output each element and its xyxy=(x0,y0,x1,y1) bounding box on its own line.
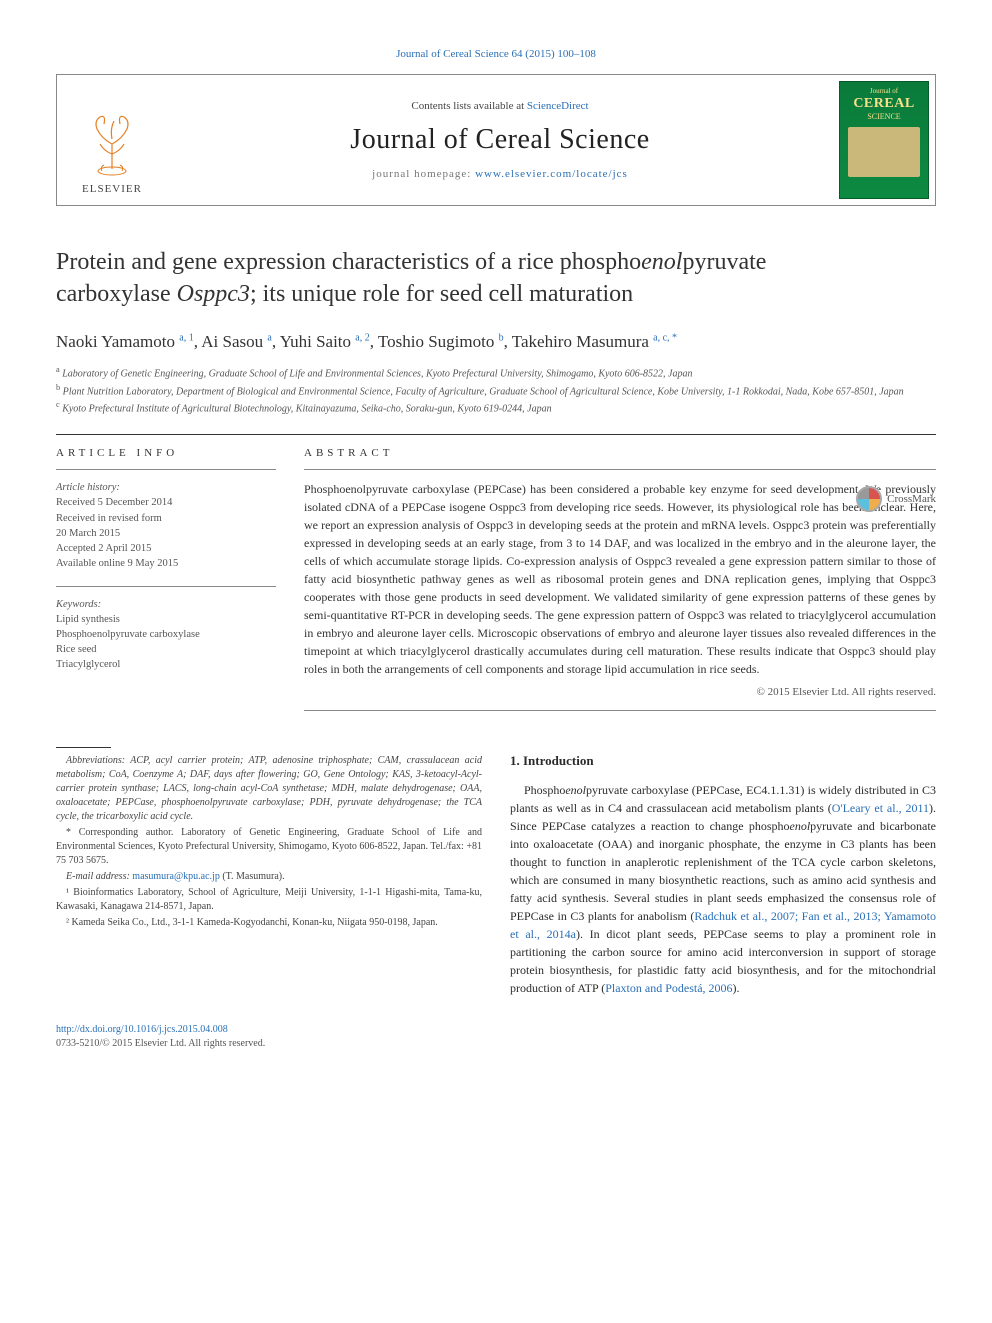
affiliation: b Plant Nutrition Laboratory, Department… xyxy=(56,382,936,399)
article-history: Article history: Received 5 December 201… xyxy=(56,480,276,571)
author: , Ai Sasou a xyxy=(194,332,272,351)
separator xyxy=(56,469,276,470)
corresponding-author-footnote: * Corresponding author. Laboratory of Ge… xyxy=(56,826,482,868)
author-footnote-2: ² Kameda Seika Co., Ltd., 3-1-1 Kameda-K… xyxy=(56,916,482,930)
crossmark-badge[interactable]: CrossMark xyxy=(856,486,936,512)
issn-line: 0733-5210/© 2015 Elsevier Ltd. All right… xyxy=(56,1038,265,1049)
affiliation: a Laboratory of Genetic Engineering, Gra… xyxy=(56,364,936,381)
doi-block: http://dx.doi.org/10.1016/j.jcs.2015.04.… xyxy=(56,1023,936,1051)
author: , Yuhi Saito a, 2 xyxy=(272,332,370,351)
sciencedirect-link[interactable]: ScienceDirect xyxy=(527,100,589,112)
affiliations: a Laboratory of Genetic Engineering, Gra… xyxy=(56,364,936,416)
section-heading-intro: 1. Introduction xyxy=(510,751,936,771)
abstract-text: Phosphoenolpyruvate carboxylase (PEPCase… xyxy=(304,480,936,678)
separator xyxy=(56,586,276,587)
email-footnote: E-mail address: masumura@kpu.ac.jp (T. M… xyxy=(56,870,482,884)
journal-name: Journal of Cereal Science xyxy=(167,124,833,156)
separator xyxy=(304,469,936,470)
article-info-heading: ARTICLE INFO xyxy=(56,447,276,459)
intro-paragraph: Phosphoenolpyruvate carboxylase (PEPCase… xyxy=(510,781,936,997)
author: , Toshio Sugimoto b xyxy=(370,332,504,351)
citation-link[interactable]: O'Leary et al., 2011 xyxy=(832,801,929,815)
elsevier-logo: ELSEVIER xyxy=(57,75,167,205)
keywords-label: Keywords: xyxy=(56,597,276,612)
crossmark-icon xyxy=(856,486,882,512)
author-list: Naoki Yamamoto a, 1, Ai Sasou a, Yuhi Sa… xyxy=(56,329,936,355)
citation-link[interactable]: Plaxton and Podestá, 2006 xyxy=(605,981,732,995)
homepage-link[interactable]: www.elsevier.com/locate/jcs xyxy=(475,168,628,180)
author-footnote-1: ¹ Bioinformatics Laboratory, School of A… xyxy=(56,886,482,914)
abstract-copyright: © 2015 Elsevier Ltd. All rights reserved… xyxy=(304,686,936,698)
cover-bot: SCIENCE xyxy=(867,112,900,121)
journal-header: ELSEVIER Contents lists available at Sci… xyxy=(56,74,936,206)
journal-cover: Journal of CEREAL SCIENCE xyxy=(833,75,935,205)
contents-lists: Contents lists available at ScienceDirec… xyxy=(167,100,833,112)
cover-pic xyxy=(848,127,920,177)
separator xyxy=(56,434,936,435)
footnotes: Abbreviations: ACP, acyl carrier protein… xyxy=(56,747,482,930)
article-info-column: ARTICLE INFO Article history: Received 5… xyxy=(56,447,276,721)
author: , Takehiro Masumura a, c, * xyxy=(504,332,677,351)
affiliation: c Kyoto Prefectural Institute of Agricul… xyxy=(56,399,936,416)
keywords-block: Keywords: Lipid synthesis Phosphoenolpyr… xyxy=(56,597,276,673)
abstract-heading: ABSTRACT xyxy=(304,447,936,459)
email-link[interactable]: masumura@kpu.ac.jp xyxy=(132,871,220,882)
doi-link[interactable]: http://dx.doi.org/10.1016/j.jcs.2015.04.… xyxy=(56,1024,228,1035)
separator xyxy=(304,710,936,711)
header-citation: Journal of Cereal Science 64 (2015) 100–… xyxy=(56,48,936,60)
elsevier-word: ELSEVIER xyxy=(82,183,142,195)
cover-top: Journal of xyxy=(870,88,898,96)
abstract-column: ABSTRACT Phosphoenolpyruvate carboxylase… xyxy=(304,447,936,721)
article-title: Protein and gene expression characterist… xyxy=(56,246,806,311)
abbreviations-footnote: Abbreviations: ACP, acyl carrier protein… xyxy=(56,754,482,824)
crossmark-label: CrossMark xyxy=(887,493,936,505)
cover-mid: CEREAL xyxy=(853,96,914,112)
author: Naoki Yamamoto a, 1 xyxy=(56,332,194,351)
journal-homepage: journal homepage: www.elsevier.com/locat… xyxy=(167,168,833,180)
elsevier-tree-icon xyxy=(82,109,142,179)
history-label: Article history: xyxy=(56,480,276,495)
